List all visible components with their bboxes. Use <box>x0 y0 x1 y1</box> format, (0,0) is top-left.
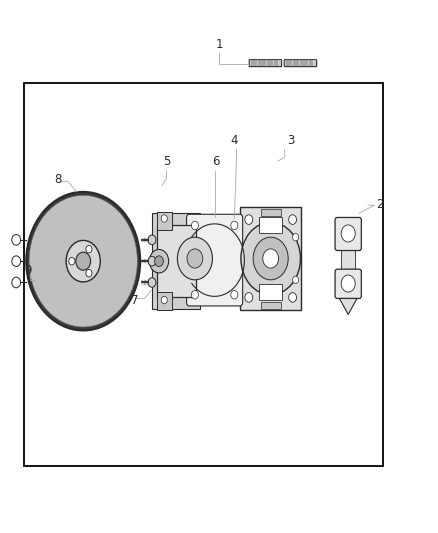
Circle shape <box>177 237 212 280</box>
Circle shape <box>12 235 21 245</box>
Circle shape <box>148 278 156 287</box>
FancyBboxPatch shape <box>261 302 281 309</box>
Circle shape <box>43 212 124 310</box>
Circle shape <box>241 222 300 295</box>
FancyBboxPatch shape <box>259 284 282 300</box>
Circle shape <box>39 208 127 314</box>
Circle shape <box>66 240 100 282</box>
Text: 6: 6 <box>212 155 219 168</box>
Text: 9: 9 <box>25 264 32 277</box>
FancyBboxPatch shape <box>157 292 172 310</box>
FancyBboxPatch shape <box>261 208 281 216</box>
Circle shape <box>253 237 288 280</box>
Circle shape <box>341 225 355 242</box>
Circle shape <box>148 256 156 266</box>
Text: 3: 3 <box>287 134 294 147</box>
Circle shape <box>53 224 113 298</box>
Circle shape <box>29 196 137 327</box>
Circle shape <box>86 270 92 277</box>
Polygon shape <box>339 298 357 314</box>
Circle shape <box>12 256 21 266</box>
Circle shape <box>49 220 117 302</box>
Circle shape <box>32 199 134 323</box>
Circle shape <box>245 215 253 224</box>
Circle shape <box>60 233 106 289</box>
Circle shape <box>46 216 120 306</box>
Text: 1: 1 <box>215 38 223 51</box>
Circle shape <box>149 249 169 273</box>
FancyBboxPatch shape <box>335 217 361 251</box>
FancyBboxPatch shape <box>24 83 383 466</box>
Circle shape <box>155 256 163 266</box>
FancyBboxPatch shape <box>240 207 301 310</box>
Circle shape <box>161 296 167 304</box>
FancyBboxPatch shape <box>157 212 172 230</box>
Circle shape <box>191 290 198 299</box>
Circle shape <box>161 215 167 222</box>
FancyBboxPatch shape <box>259 217 282 233</box>
Circle shape <box>191 221 198 230</box>
Circle shape <box>289 293 297 302</box>
FancyBboxPatch shape <box>152 213 200 309</box>
Circle shape <box>341 275 355 292</box>
Circle shape <box>289 215 297 224</box>
Circle shape <box>293 276 299 284</box>
FancyBboxPatch shape <box>187 214 243 306</box>
Text: 5: 5 <box>163 155 170 168</box>
Circle shape <box>69 257 75 265</box>
Circle shape <box>231 290 238 299</box>
Circle shape <box>86 245 92 253</box>
Circle shape <box>293 233 299 241</box>
Circle shape <box>36 204 131 319</box>
Text: 4: 4 <box>230 134 238 147</box>
Circle shape <box>263 249 279 268</box>
Circle shape <box>63 237 103 286</box>
Circle shape <box>12 277 21 288</box>
Circle shape <box>76 252 91 270</box>
Circle shape <box>187 249 203 268</box>
Circle shape <box>57 229 110 294</box>
Circle shape <box>26 192 140 330</box>
Text: 7: 7 <box>131 294 138 306</box>
Circle shape <box>148 235 156 245</box>
Circle shape <box>231 221 238 230</box>
FancyBboxPatch shape <box>335 269 361 298</box>
FancyBboxPatch shape <box>341 248 355 274</box>
FancyBboxPatch shape <box>157 225 196 297</box>
Text: 8: 8 <box>55 173 62 186</box>
Text: 2: 2 <box>376 198 383 211</box>
Circle shape <box>245 293 253 302</box>
